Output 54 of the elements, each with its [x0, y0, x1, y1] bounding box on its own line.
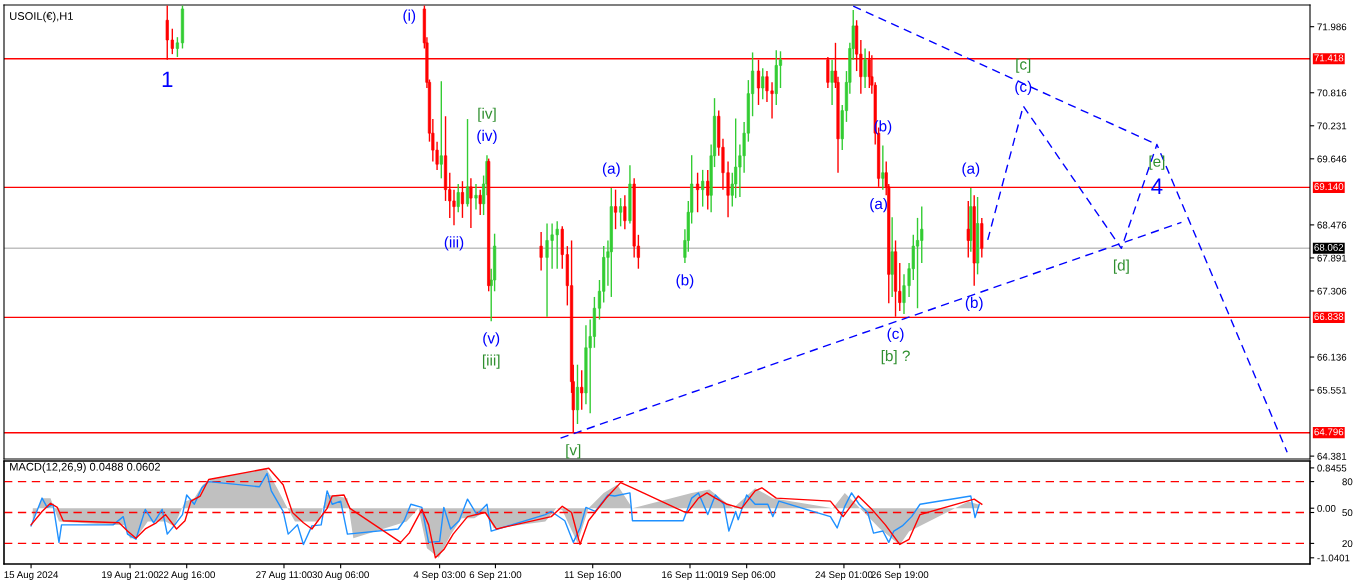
annotation: (i): [403, 9, 416, 24]
annotation: (v): [483, 332, 500, 347]
y2-tick-label: 80: [1342, 478, 1353, 486]
annotation: (b): [965, 296, 983, 311]
x-tick-label: 26 Sep 19:00: [871, 571, 929, 581]
annotation: (a): [962, 162, 980, 177]
y-tick-label: 71.986: [1317, 23, 1347, 31]
y-tick-label: 70.231: [1317, 122, 1347, 130]
y-tick-label: 0.8455: [1317, 464, 1347, 472]
annotation: [v]: [566, 444, 581, 459]
x-tick-label: 4 Sep 03:00: [413, 571, 466, 581]
x-tick-label: 15 Aug 2024: [4, 571, 59, 581]
x-tick-label: 6 Sep 21:00: [469, 571, 522, 581]
y-tick-label: -1.0401: [1317, 554, 1350, 562]
annotation: (a): [602, 162, 620, 177]
x-tick-label: 19 Aug 21:00: [102, 571, 159, 581]
x-tick-label: 11 Sep 16:00: [564, 571, 621, 581]
annotation: (c): [1015, 80, 1032, 95]
annotation: 1: [162, 71, 173, 87]
y-tick-label: 64.381: [1317, 452, 1347, 460]
ref-line-label: 64.796: [1314, 428, 1344, 436]
annotation: [b] ?: [881, 350, 910, 365]
y-tick-label: 67.306: [1317, 287, 1347, 295]
x-tick-label: 22 Aug 16:00: [158, 571, 215, 581]
ref-line-label: 69.140: [1314, 183, 1344, 190]
y-tick-label: 70.816: [1317, 89, 1347, 97]
x-tick-label: 24 Sep 01:00: [815, 571, 873, 581]
annotation: [e]: [1149, 155, 1165, 170]
x-tick-label: 27 Aug 11:00: [256, 571, 312, 581]
annotation: [iv]: [478, 107, 496, 122]
annotation: [c]: [1016, 58, 1031, 73]
y2-tick-label: 50: [1342, 509, 1353, 517]
y-tick-label: 0.00: [1317, 504, 1336, 512]
annotation: (b): [676, 274, 694, 289]
x-tick-label: 19 Sep 06:00: [718, 571, 776, 581]
annotation: (iii): [444, 236, 464, 251]
y-tick-label: 66.136: [1317, 353, 1347, 361]
y-tick-label: 68.476: [1317, 221, 1347, 229]
y-tick-label: 67.891: [1317, 254, 1347, 262]
annotation: (iv): [477, 129, 497, 145]
ref-line-label: 66.838: [1314, 313, 1344, 320]
y2-tick-label: 20: [1342, 540, 1353, 548]
text: USOIL(€),H1: [10, 11, 73, 23]
ref-line-label: 68.062: [1314, 243, 1344, 251]
y-tick-label: 65.551: [1317, 386, 1347, 394]
annotation: [d]: [1113, 259, 1129, 274]
chart-title: MACD(12,26,9) 0.0488 0.0602: [10, 462, 160, 473]
annotation: (a): [870, 197, 887, 213]
y-tick-label: 69.646: [1317, 155, 1347, 163]
annotation: [iii]: [482, 354, 500, 369]
x-tick-label: 30 Aug 06:00: [312, 571, 369, 581]
ref-line-label: 71.418: [1314, 54, 1344, 62]
annotation: (c): [887, 327, 904, 343]
x-tick-label: 16 Sep 11:00: [662, 571, 719, 581]
